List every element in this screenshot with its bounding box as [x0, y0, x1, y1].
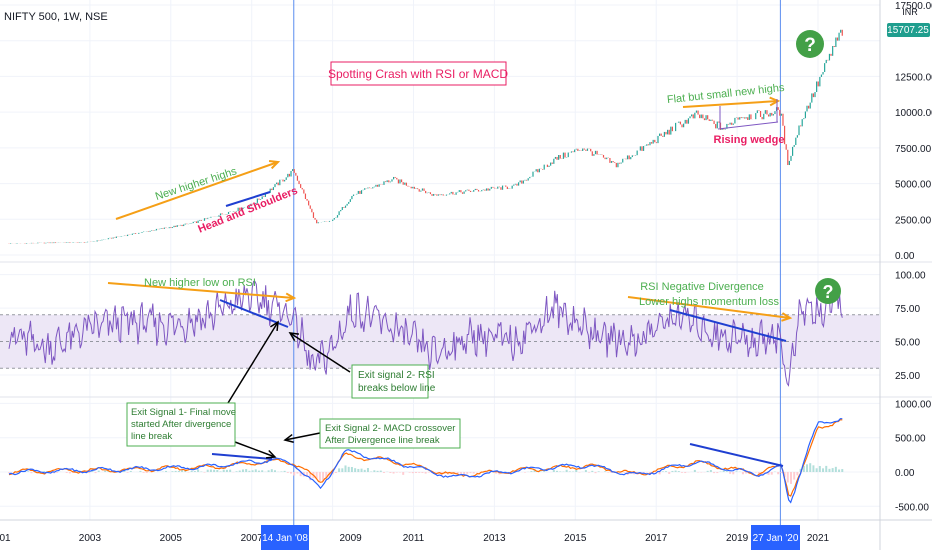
exit-signal-2-box: [319, 418, 461, 449]
wedge-lower-line: [717, 121, 779, 130]
y-tick-label: 12500.00: [895, 72, 932, 83]
x-tick-label: 2007: [241, 533, 264, 544]
y-tick-label: 5000.00: [895, 180, 932, 191]
macd-trendline-2020: [689, 443, 784, 467]
currency-label: INR: [902, 7, 918, 17]
date-marker-2008: [261, 525, 309, 550]
y-tick-label: 25.00: [895, 371, 920, 382]
x-tick-label: 2017: [645, 533, 668, 544]
note-rsi-divergence-2: Lower highs momentum loss: [639, 296, 780, 308]
pointer-exit1-rsi: [227, 321, 279, 404]
x-axis-labels: 01 2003 2005 2007 2009 2011 2013 2015 2017 2019 20…: [0, 533, 830, 544]
exit-rsi-box: [351, 364, 429, 399]
price-series: [8, 29, 843, 244]
x-tick-label: 2005: [160, 533, 183, 544]
x-tick-label: 2011: [403, 533, 425, 544]
exit-signal-1-line-2: started After divergence: [131, 419, 231, 430]
y-tick-label: 7500.00: [895, 144, 932, 155]
x-tick-label: 2009: [339, 533, 362, 544]
note-rsi-higher-low: New higher low on RSI: [144, 277, 256, 289]
symbol-header: NIFTY 500, 1W, NSE: [4, 11, 108, 23]
pointer-exit1-macd: [234, 441, 276, 458]
last-price-value: 15707.25: [887, 25, 929, 36]
question-badge-rsi: [815, 278, 841, 304]
arrow-new-higher-highs: [115, 161, 279, 220]
exit-signal-1-line-3: line break: [131, 431, 172, 442]
x-tick-label: 2021: [807, 533, 830, 544]
exit-signal-2-line-1: Exit Signal 2- MACD crossover: [325, 423, 455, 434]
y-tick-label: 0.00: [895, 251, 915, 262]
pointer-exit1-macd-head: [265, 449, 277, 459]
last-price-badge: [887, 23, 930, 37]
arrow-flat-highs-head: [769, 96, 781, 107]
arrow-new-higher-highs-head: [268, 160, 281, 170]
exit-signal-2-line-2: After Divergence line break: [325, 435, 440, 446]
note-rising-wedge: Rising wedge: [714, 134, 785, 146]
exit-rsi-line-1: Exit signal 2- RSI: [358, 370, 435, 381]
rsi-trendline-2020: [669, 309, 787, 342]
exit-signal-1-line-1: Exit Signal 1- Final move: [131, 407, 236, 418]
x-tick-label: 2015: [564, 533, 587, 544]
rsi-line: [8, 280, 843, 387]
trend-drawings: [107, 96, 793, 467]
y-tick-label: 500.00: [895, 434, 926, 445]
arrow-rsi-higher-low: [107, 282, 295, 299]
y-tick-label: 2500.00: [895, 215, 932, 226]
y-tick-label: 100.00: [895, 271, 926, 282]
title-text: Spotting Crash with RSI or MACD: [328, 67, 508, 81]
question-badge-price: [796, 30, 824, 58]
y-tick-label: 0.00: [895, 468, 915, 479]
note-rsi-divergence-1: RSI Negative Divergence: [640, 281, 764, 293]
y-tick-label: 10000.00: [895, 108, 932, 119]
question-mark-rsi: ?: [823, 282, 834, 302]
question-mark-price: ?: [804, 35, 816, 56]
pointer-exit1-rsi-head: [270, 320, 279, 332]
date-marker-2020-label: 27 Jan '20: [753, 533, 799, 544]
macd-trendline-2008: [211, 453, 273, 460]
macd-line: [8, 418, 843, 504]
title-box: [330, 61, 507, 86]
y-axis-labels: 0.00 2500.00 5000.00 7500.00 10000.00 12500.0…: [895, 1, 932, 513]
arrow-flat-highs: [682, 100, 779, 108]
x-tick-label: 01: [0, 533, 11, 544]
arrow-rsi-divergence-head: [781, 312, 793, 322]
y-tick-label: -500.00: [895, 502, 929, 513]
rsi-series: [8, 280, 843, 387]
rsi-level-lines: [0, 314, 880, 369]
y-tick-label: 1000.00: [895, 399, 932, 410]
neckline-head-shoulders: [225, 191, 271, 207]
x-tick-label: 2013: [483, 533, 506, 544]
y-tick-label: 75.00: [895, 304, 920, 315]
arrow-rsi-higher-low-head: [285, 292, 297, 303]
pointer-exit-rsi: [289, 332, 351, 373]
pointer-exit-rsi-head: [288, 332, 300, 342]
pointer-exit2-macd: [284, 432, 321, 441]
exit-rsi-line-2: breaks below line: [358, 383, 436, 394]
y-tick-label: 17500.00: [895, 1, 932, 12]
x-tick-label: 2019: [726, 533, 749, 544]
arrow-rsi-divergence: [627, 296, 791, 319]
x-tick-label: 2003: [79, 533, 102, 544]
y-tick-label: 50.00: [895, 338, 920, 349]
macd-series: [8, 418, 844, 504]
date-marker-2020: [751, 525, 800, 550]
date-marker-2008-label: 14 Jan '08: [262, 533, 308, 544]
exit-signal-1-box: [126, 402, 236, 447]
pointer-exit2-macd-head: [283, 433, 294, 443]
